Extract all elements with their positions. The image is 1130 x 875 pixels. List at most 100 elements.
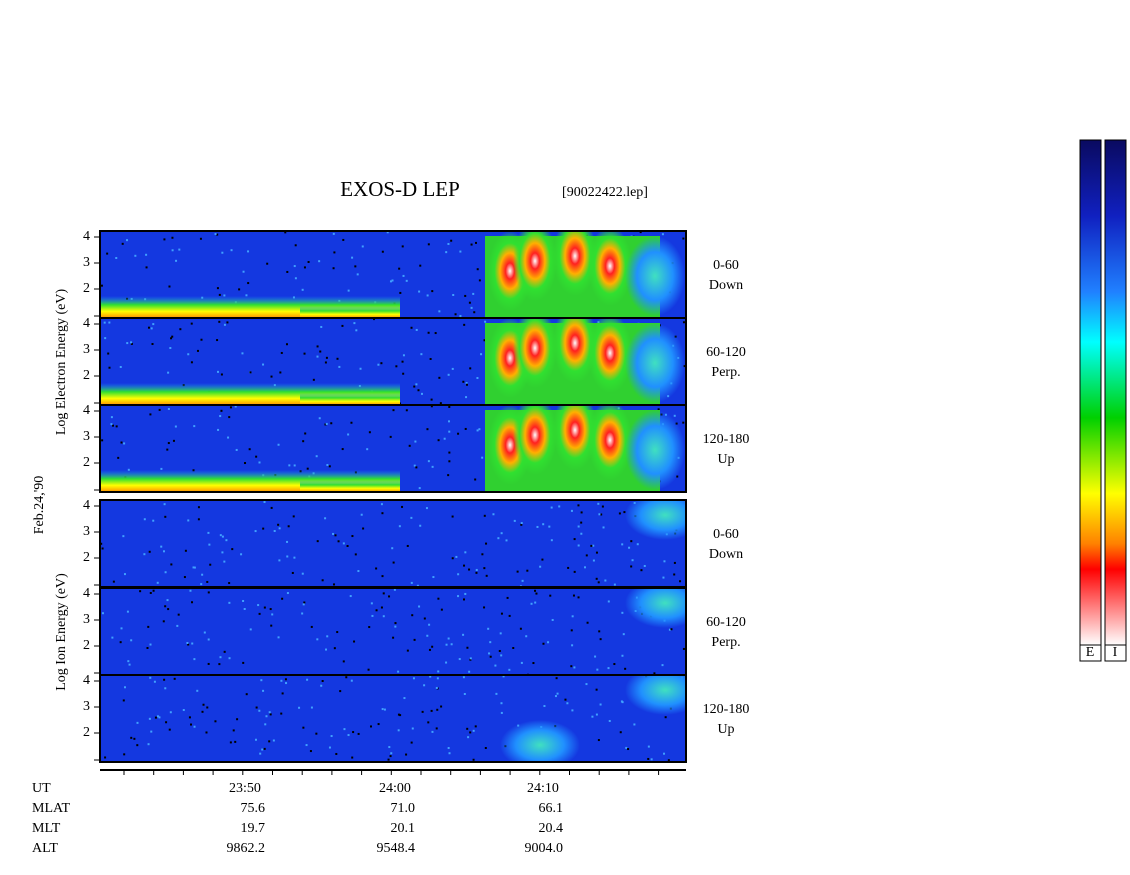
noise — [200, 338, 203, 341]
noise — [272, 739, 275, 742]
noise — [474, 478, 477, 481]
noise — [661, 233, 664, 236]
noise — [357, 732, 360, 735]
noise — [286, 270, 289, 273]
noise — [502, 675, 505, 678]
noise — [463, 323, 466, 326]
noise — [421, 710, 424, 713]
noise — [437, 670, 440, 673]
noise — [483, 339, 486, 342]
cool-spot — [500, 720, 580, 762]
noise — [231, 548, 234, 551]
noise — [123, 573, 126, 576]
pitch-angle: 60-120 — [706, 345, 746, 360]
noise — [263, 501, 266, 504]
noise — [429, 675, 432, 678]
noise — [585, 554, 588, 557]
noise — [388, 595, 391, 598]
noise — [662, 576, 665, 579]
hot-spot — [588, 318, 632, 393]
noise — [430, 398, 433, 401]
noise — [249, 371, 252, 374]
noise — [445, 643, 448, 646]
noise — [448, 752, 451, 755]
noise — [417, 389, 420, 392]
noise — [571, 644, 574, 647]
noise — [171, 236, 174, 239]
background — [100, 675, 686, 762]
noise — [207, 662, 210, 665]
noise — [287, 525, 290, 528]
noise — [411, 614, 414, 617]
noise — [375, 609, 378, 612]
noise — [536, 525, 539, 528]
noise — [599, 638, 602, 641]
low-energy-band — [300, 393, 400, 405]
noise — [494, 664, 497, 667]
noise — [633, 723, 636, 726]
noise — [263, 606, 266, 609]
noise — [476, 429, 479, 432]
noise — [542, 523, 545, 526]
noise — [584, 566, 587, 569]
ephemeris-label: UT — [32, 781, 51, 796]
noise — [193, 566, 196, 569]
cool-spot — [625, 410, 685, 490]
noise — [130, 342, 133, 345]
noise — [196, 349, 199, 352]
noise — [476, 377, 479, 380]
noise — [485, 574, 488, 577]
noise — [447, 373, 450, 376]
noise — [521, 579, 524, 582]
noise — [143, 518, 146, 521]
noise — [408, 444, 411, 447]
noise — [657, 408, 660, 411]
noise — [412, 677, 415, 680]
noise — [451, 515, 454, 518]
noise — [621, 654, 624, 657]
noise — [420, 353, 423, 356]
noise — [577, 544, 580, 547]
noise — [336, 357, 339, 360]
noise — [286, 540, 289, 543]
noise — [436, 708, 439, 711]
noise — [381, 575, 384, 578]
noise — [216, 233, 219, 236]
noise — [130, 639, 133, 642]
hot-spot — [553, 405, 597, 470]
noise — [207, 531, 210, 534]
noise — [126, 342, 129, 345]
noise — [366, 448, 369, 451]
noise — [316, 345, 319, 348]
noise — [432, 576, 435, 579]
noise — [167, 442, 170, 445]
noise — [595, 688, 598, 691]
noise — [255, 706, 258, 709]
noise — [532, 662, 535, 665]
y-tick-label: 2 — [83, 638, 90, 653]
noise — [419, 524, 422, 527]
noise — [670, 628, 673, 631]
noise — [162, 550, 165, 553]
noise — [168, 285, 171, 288]
noise — [439, 402, 442, 405]
noise — [415, 466, 418, 469]
noise — [301, 288, 304, 291]
ephemeris-value: 75.6 — [241, 801, 266, 816]
noise — [122, 535, 125, 538]
noise — [395, 365, 398, 368]
noise — [398, 525, 401, 528]
noise — [130, 736, 133, 739]
noise — [431, 645, 434, 648]
noise — [228, 582, 231, 585]
noise — [554, 695, 557, 698]
noise — [394, 625, 397, 628]
noise — [469, 658, 472, 661]
noise — [280, 351, 283, 354]
noise — [319, 350, 322, 353]
noise — [110, 423, 113, 426]
noise — [452, 293, 455, 296]
noise — [599, 703, 602, 706]
noise — [216, 370, 219, 373]
noise — [247, 282, 250, 285]
